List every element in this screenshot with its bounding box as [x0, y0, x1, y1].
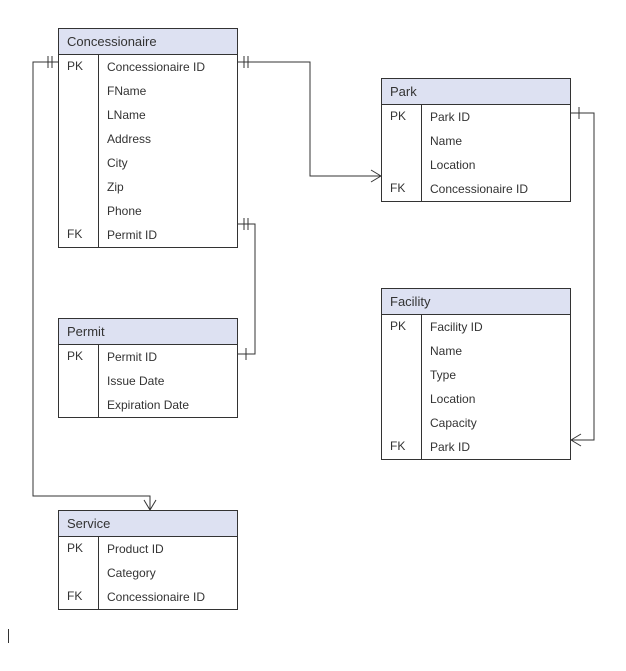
entity-header: Service: [59, 511, 237, 537]
cardinality-many-icon: [371, 170, 381, 182]
rel-conc-permit: [238, 224, 255, 354]
attr-label: Permit ID: [99, 346, 165, 368]
cardinality-one-mandatory-icon: [244, 56, 248, 68]
rel-park-facility: [571, 113, 594, 440]
cardinality-many-icon: [144, 500, 156, 510]
attr-row: City: [99, 151, 237, 175]
attr-row: FKConcessionaire ID: [99, 585, 237, 609]
attr-label: Category: [99, 562, 164, 584]
attr-row: FKConcessionaire ID: [422, 177, 570, 201]
attr-row: PKPark ID: [422, 105, 570, 129]
entity-body: PKPermit ID Issue Date Expiration Date: [59, 345, 237, 417]
attr-row: Name: [422, 129, 570, 153]
attr-row: Address: [99, 127, 237, 151]
attr-key: FK: [390, 181, 405, 195]
text-cursor-icon: [8, 629, 9, 643]
entity-body: PKPark ID Name Location FKConcessionaire…: [382, 105, 570, 201]
attr-label: Capacity: [422, 412, 485, 434]
rel-conc-park: [238, 62, 381, 176]
cardinality-many-icon: [571, 434, 581, 446]
attr-key: PK: [67, 59, 83, 73]
entity-service: Service PKProduct ID Category FKConcessi…: [58, 510, 238, 610]
attr-row: Name: [422, 339, 570, 363]
attr-row: PKPermit ID: [99, 345, 237, 369]
attr-label: Facility ID: [422, 316, 491, 338]
attr-label: Concessionaire ID: [422, 178, 536, 200]
entity-concessionaire: Concessionaire PKConcessionaire ID FName…: [58, 28, 238, 248]
attr-row: Category: [99, 561, 237, 585]
cardinality-one-mandatory-icon: [48, 56, 52, 68]
attr-row: FName: [99, 79, 237, 103]
attr-label: Zip: [99, 176, 132, 198]
attr-row: Zip: [99, 175, 237, 199]
attr-label: City: [99, 152, 136, 174]
key-column: [382, 315, 422, 459]
entity-park: Park PKPark ID Name Location FKConcessio…: [381, 78, 571, 202]
entity-facility: Facility PKFacility ID Name Type Locatio…: [381, 288, 571, 460]
er-diagram-canvas: Concessionaire PKConcessionaire ID FName…: [0, 0, 626, 671]
attr-label: Issue Date: [99, 370, 172, 392]
attr-label: Address: [99, 128, 159, 150]
attr-label: Concessionaire ID: [99, 586, 213, 608]
attr-row: Location: [422, 387, 570, 411]
cardinality-one-mandatory-icon: [244, 218, 248, 230]
attr-row: FKPark ID: [422, 435, 570, 459]
attr-row: PKConcessionaire ID: [99, 55, 237, 79]
attr-label: Concessionaire ID: [99, 56, 213, 78]
attr-key: PK: [67, 541, 83, 555]
attr-label: Location: [422, 388, 483, 410]
attr-key: PK: [390, 109, 406, 123]
attr-label: Location: [422, 154, 483, 176]
attr-row: Location: [422, 153, 570, 177]
attr-row: Capacity: [422, 411, 570, 435]
attr-label: Name: [422, 130, 470, 152]
entity-header: Park: [382, 79, 570, 105]
attr-label: Park ID: [422, 436, 478, 458]
attr-row: Expiration Date: [99, 393, 237, 417]
attr-row: Issue Date: [99, 369, 237, 393]
attr-row: Type: [422, 363, 570, 387]
attr-label: Park ID: [422, 106, 478, 128]
attr-row: Phone: [99, 199, 237, 223]
attr-row: FKPermit ID: [99, 223, 237, 247]
entity-body: PKFacility ID Name Type Location Capacit…: [382, 315, 570, 459]
entity-body: PKConcessionaire ID FName LName Address …: [59, 55, 237, 247]
attr-label: Expiration Date: [99, 394, 197, 416]
attr-label: LName: [99, 104, 154, 126]
attr-key: FK: [67, 589, 82, 603]
attr-label: Product ID: [99, 538, 172, 560]
attr-key: PK: [390, 319, 406, 333]
attr-label: Phone: [99, 200, 150, 222]
attr-label: Permit ID: [99, 224, 165, 246]
entity-body: PKProduct ID Category FKConcessionaire I…: [59, 537, 237, 609]
attr-row: PKProduct ID: [99, 537, 237, 561]
attr-key: PK: [67, 349, 83, 363]
attr-key: FK: [67, 227, 82, 241]
key-column: [59, 55, 99, 247]
attr-label: Name: [422, 340, 470, 362]
attr-row: PKFacility ID: [422, 315, 570, 339]
attr-label: Type: [422, 364, 464, 386]
attr-row: LName: [99, 103, 237, 127]
entity-header: Concessionaire: [59, 29, 237, 55]
attr-label: FName: [99, 80, 154, 102]
entity-permit: Permit PKPermit ID Issue Date Expiration…: [58, 318, 238, 418]
attr-key: FK: [390, 439, 405, 453]
entity-header: Permit: [59, 319, 237, 345]
entity-header: Facility: [382, 289, 570, 315]
